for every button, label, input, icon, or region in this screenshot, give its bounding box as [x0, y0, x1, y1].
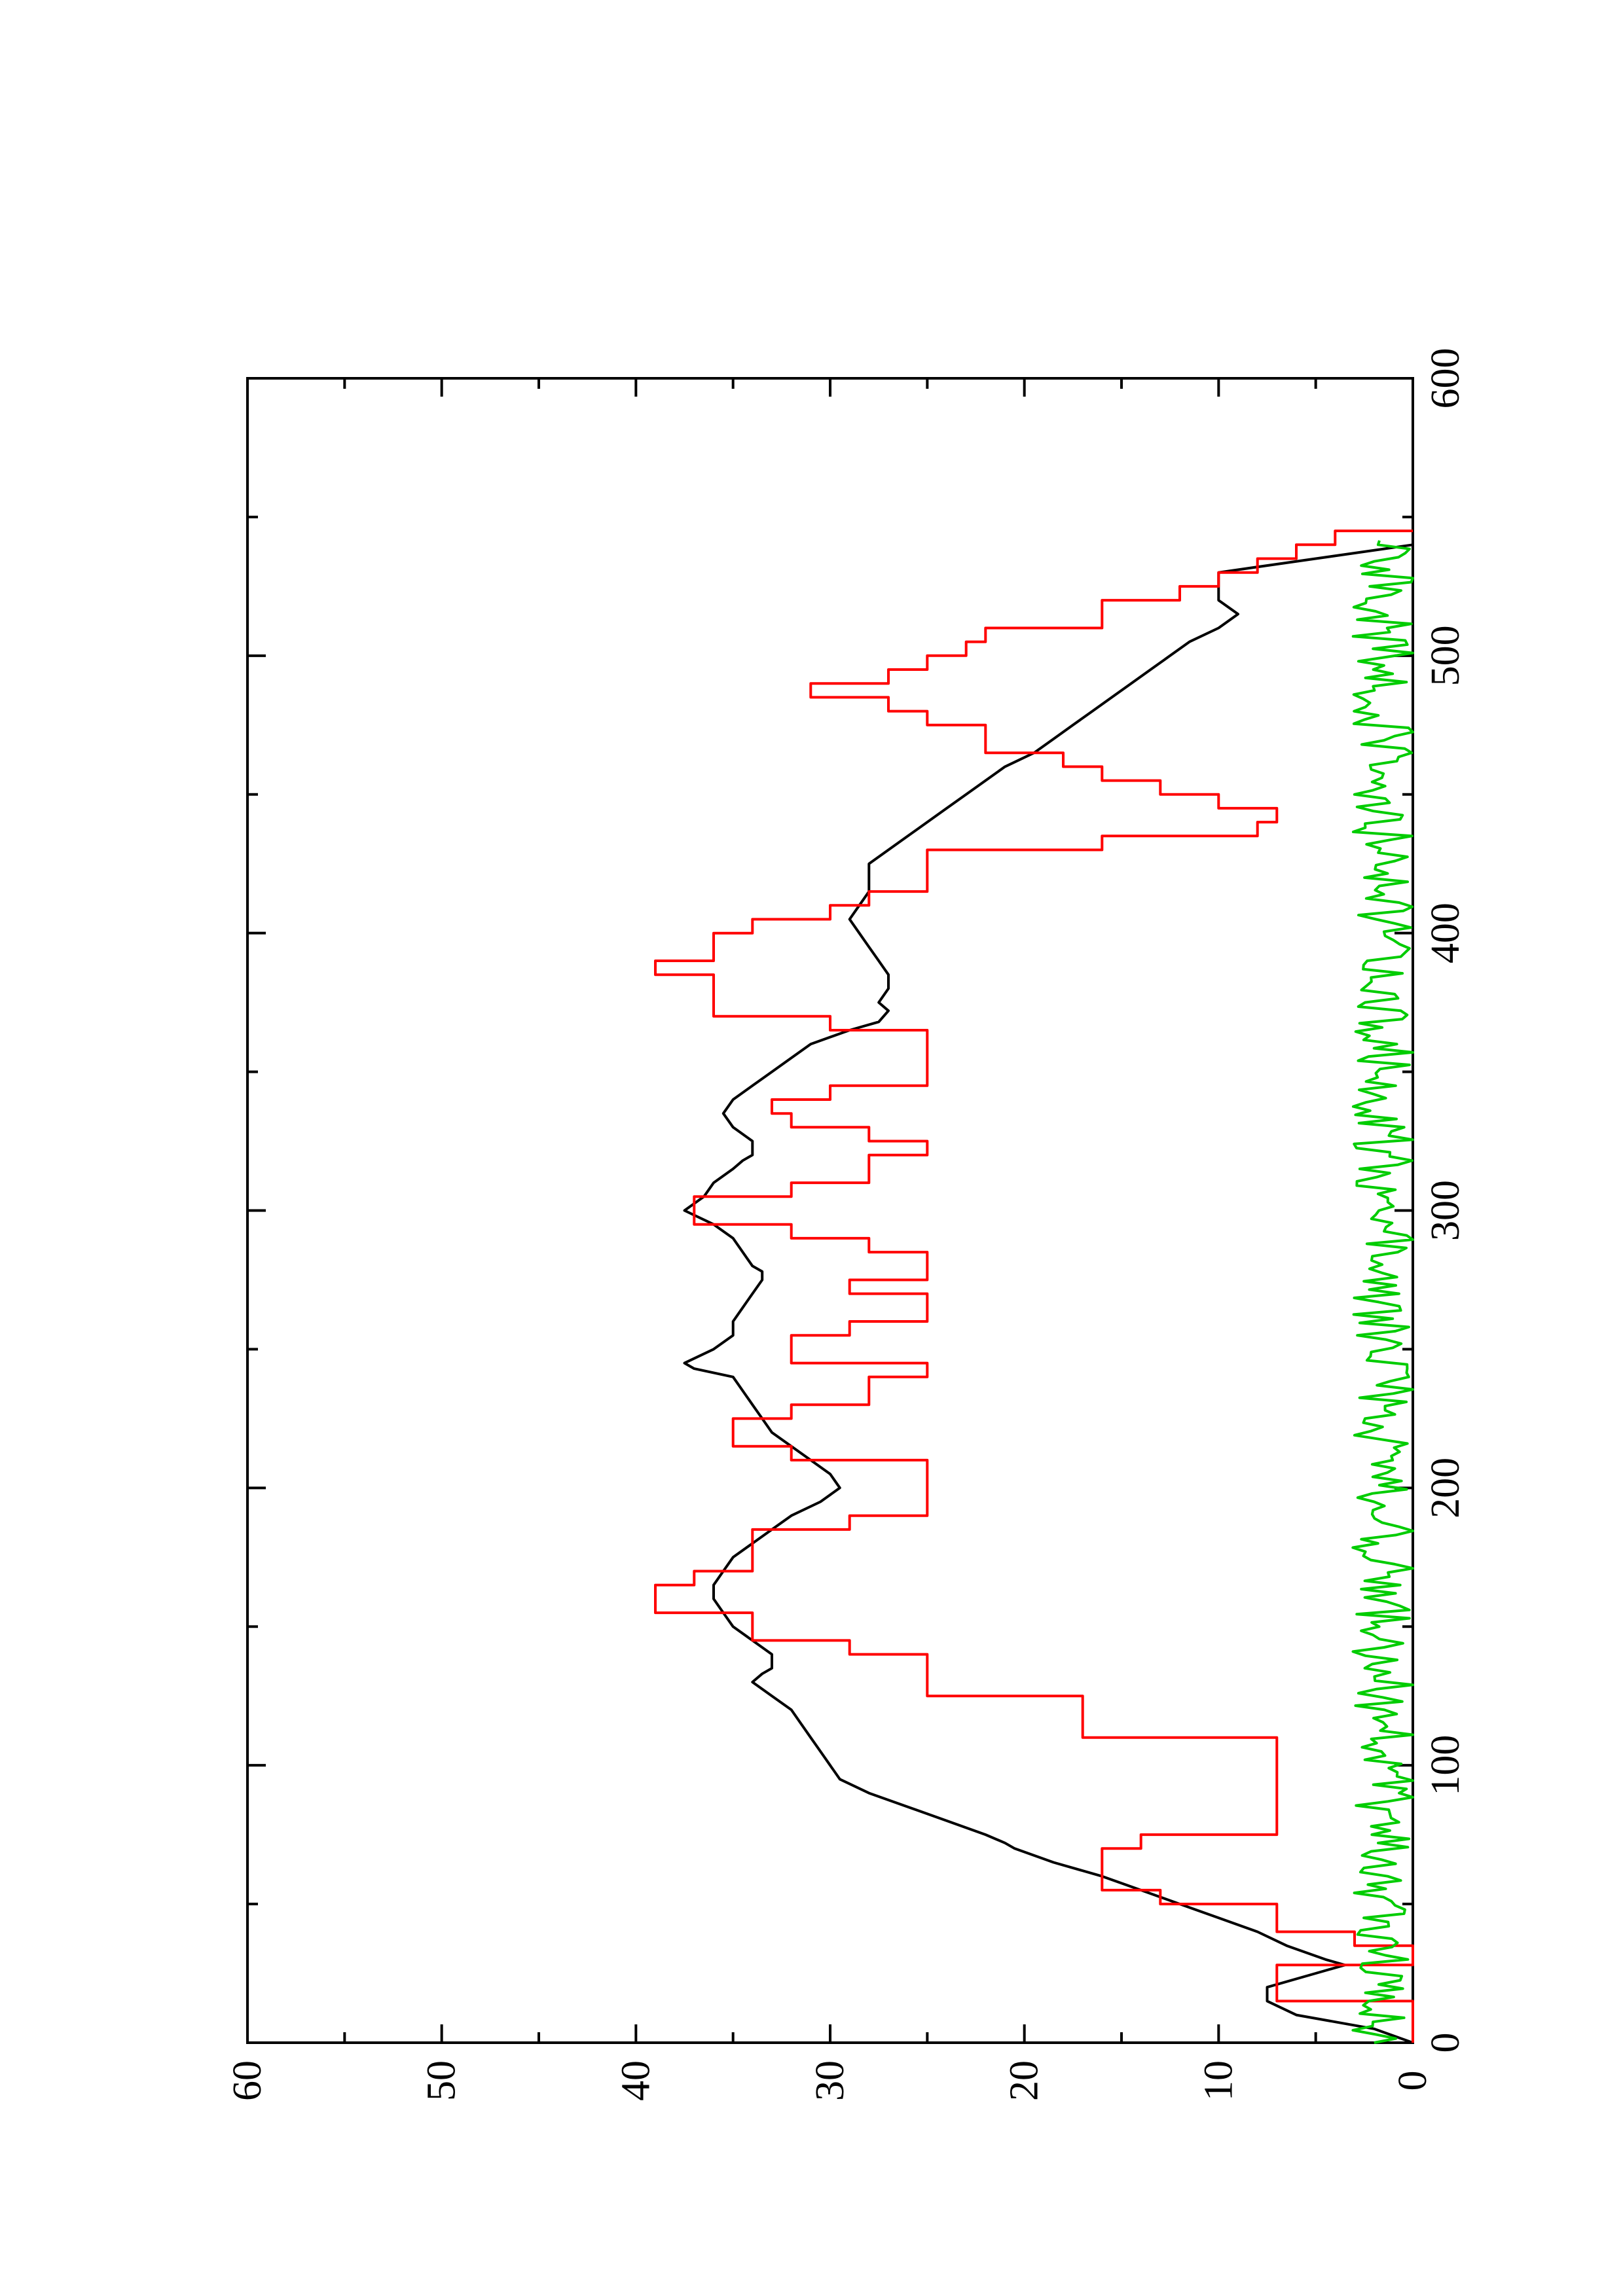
x-tick-label: 0: [1423, 2033, 1468, 2053]
x-tick-label: 500: [1423, 625, 1468, 686]
x-tick-label: 100: [1423, 1735, 1468, 1796]
y-tick-label: 20: [1002, 2060, 1047, 2101]
data-series: [654, 529, 1414, 2044]
x-tick-label: 200: [1423, 1458, 1468, 1518]
x-tick-label: 400: [1423, 903, 1468, 963]
y-tick-label: 50: [420, 2060, 464, 2101]
series-line-3: [1351, 540, 1414, 2044]
y-tick-label: 60: [225, 2060, 270, 2101]
y-tick-label: 0: [1391, 2071, 1435, 2091]
y-tick-label: 30: [808, 2060, 852, 2101]
series-line-2: [654, 529, 1414, 2043]
axis-ticks: [246, 377, 1414, 2044]
series-line-1: [683, 543, 1413, 2044]
x-tick-label: 600: [1423, 348, 1468, 409]
y-tick-label: 40: [613, 2060, 658, 2101]
axis-tick-labels: 0 100 200 300 400 500 600 0 10 20 30 40 50 60: [225, 348, 1468, 2102]
plot-frame: [246, 377, 1414, 2044]
y-tick-label: 10: [1196, 2060, 1241, 2101]
x-tick-label: 300: [1423, 1180, 1468, 1241]
